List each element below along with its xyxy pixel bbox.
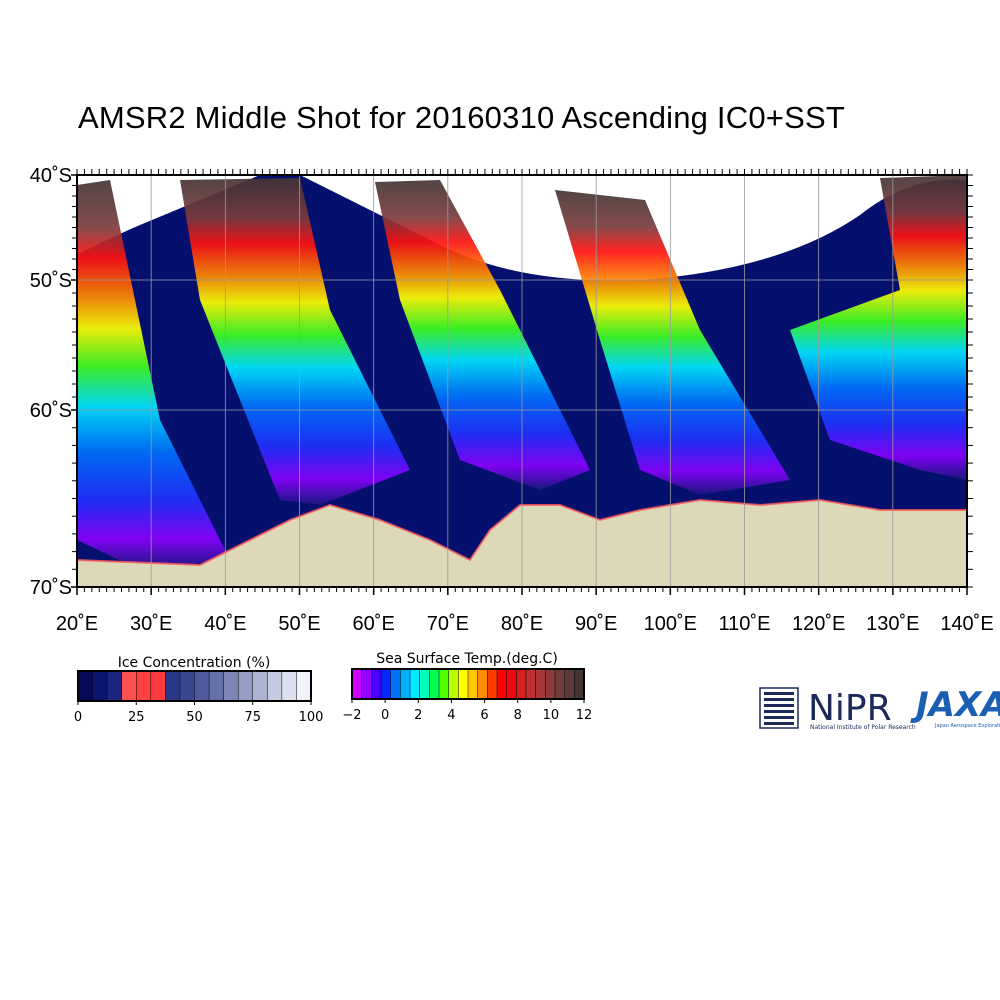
longitude-label: 20˚E xyxy=(56,613,98,635)
sst-colorbar-label: 6 xyxy=(480,708,488,723)
ice-colorbar-cell xyxy=(136,670,152,702)
longitude-label: 100˚E xyxy=(644,613,697,635)
latitude-label: 60˚S xyxy=(30,400,72,422)
ice-colorbar-label: 100 xyxy=(299,710,324,725)
ice-colorbar-cell xyxy=(208,670,225,702)
sst-colorbar-cell xyxy=(496,668,508,700)
sst-colorbar-cell xyxy=(438,668,450,700)
sst-colorbar-cell xyxy=(371,668,382,700)
longitude-label: 40˚E xyxy=(204,613,246,635)
ice-colorbar-cell xyxy=(106,670,123,702)
sst-colorbar-cell xyxy=(361,668,372,700)
sst-colorbar-cell xyxy=(458,668,469,700)
sst-colorbar-cell xyxy=(467,668,479,700)
ice-colorbar-cell xyxy=(281,670,297,702)
ice-colorbar-cell xyxy=(296,670,312,702)
jaxa-logo-name: JAXA xyxy=(910,685,1000,725)
satellite-swath xyxy=(375,180,590,490)
sst-colorbar-label: 10 xyxy=(543,708,560,723)
ice-colorbar-label: 25 xyxy=(128,710,145,725)
ice-shelf-edge xyxy=(77,498,967,567)
ice-colorbar-cell xyxy=(194,670,210,702)
ice-colorbar-label: 50 xyxy=(186,710,203,725)
ice-colorbar-cell xyxy=(92,670,108,702)
sst-colorbar-cell xyxy=(574,668,585,700)
sst-colorbar-cell xyxy=(487,668,498,700)
longitude-label: 120˚E xyxy=(792,613,845,635)
sst-colorbar-label: 0 xyxy=(381,708,389,723)
sst-colorbar-frame xyxy=(351,668,585,700)
sst-colorbar-label: −2 xyxy=(342,708,361,723)
sst-legend: Sea Surface Temp.(deg.C) −2 0 2 4 6 8 10 12 xyxy=(342,651,592,723)
ice-legend-title: Ice Concentration (%) xyxy=(118,655,271,671)
ice-colorbar-cell xyxy=(252,670,268,702)
satellite-swath xyxy=(77,180,230,570)
sst-colorbar-cell xyxy=(545,668,556,700)
sst-colorbar-cell xyxy=(448,668,459,700)
ice-colorbar-cell xyxy=(267,670,283,702)
sst-legend-title: Sea Surface Temp.(deg.C) xyxy=(376,651,558,667)
latitude-label: 50˚S xyxy=(30,270,72,292)
ice-colorbar-label: 75 xyxy=(244,710,261,725)
nipr-logo: NiPR National Institute of Polar Researc… xyxy=(759,687,916,731)
sst-colorbar-cell xyxy=(400,668,411,700)
sst-colorbar-label: 8 xyxy=(514,708,522,723)
sst-colorbar-cell xyxy=(516,668,527,700)
ice-colorbar-label: 0 xyxy=(74,710,82,725)
sst-colorbar-cell xyxy=(525,668,537,700)
longitude-label: 70˚E xyxy=(427,613,469,635)
graticule xyxy=(77,175,967,587)
sst-colorbar-cell xyxy=(564,668,575,700)
nipr-logo-subtitle: National Institute of Polar Research xyxy=(810,724,916,731)
satellite-swath xyxy=(790,175,967,480)
ice-colorbar-cell xyxy=(150,670,166,702)
satellite-swath xyxy=(180,178,410,505)
sst-colorbar-cell xyxy=(477,668,488,700)
satellite-swath xyxy=(555,190,790,495)
sst-colorbar-cell xyxy=(351,668,363,700)
jaxa-logo-subtitle: Japan Aerospace Exploration Agency xyxy=(934,723,1000,729)
map-title: AMSR2 Middle Shot for 20160310 Ascending… xyxy=(78,100,845,135)
latitude-label: 70˚S xyxy=(30,577,72,599)
sst-colorbar-cell xyxy=(419,668,430,700)
longitude-label: 130˚E xyxy=(866,613,919,635)
ice-colorbar-cell xyxy=(77,670,94,702)
ice-colorbar-cell xyxy=(223,670,239,702)
latitude-label: 40˚S xyxy=(30,165,72,187)
sst-colorbar-label: 4 xyxy=(447,708,455,723)
map-frame xyxy=(76,174,968,588)
longitude-label: 80˚E xyxy=(501,613,543,635)
ice-colorbar-cell xyxy=(165,670,181,702)
sst-colorbar-cell xyxy=(429,668,440,700)
jaxa-logo: JAXA Japan Aerospace Exploration Agency xyxy=(910,685,1000,729)
ice-legend: Ice Concentration (%) 0 25 50 75 100 xyxy=(74,655,324,725)
sst-colorbar-cell xyxy=(390,668,401,700)
sst-colorbar-cell xyxy=(554,668,566,700)
ice-colorbar-cell xyxy=(179,670,196,702)
longitude-label: 30˚E xyxy=(130,613,172,635)
sst-colorbar-cell xyxy=(535,668,546,700)
sst-colorbar-cell xyxy=(506,668,517,700)
ice-colorbar-cell xyxy=(237,670,254,702)
nipr-logo-name: NiPR xyxy=(808,688,892,729)
sst-colorbar-label: 2 xyxy=(414,708,422,723)
longitude-label: 90˚E xyxy=(575,613,617,635)
longitude-label: 60˚E xyxy=(353,613,395,635)
sst-colorbar-cell xyxy=(409,668,421,700)
longitude-label: 140˚E xyxy=(940,613,993,635)
longitude-label: 50˚E xyxy=(278,613,320,635)
ice-colorbar-cell xyxy=(121,670,137,702)
sst-colorbar-cell xyxy=(380,668,392,700)
sst-colorbar-label: 12 xyxy=(576,708,593,723)
longitude-label: 110˚E xyxy=(719,613,771,635)
